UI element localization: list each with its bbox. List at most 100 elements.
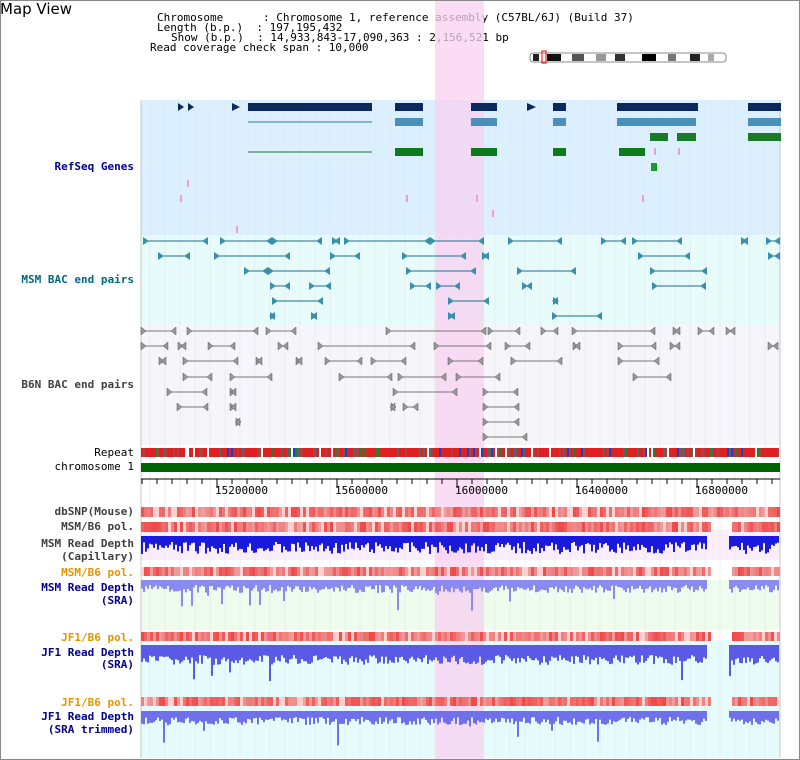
read-depth-bar	[451, 580, 453, 588]
read-depth-bar	[649, 580, 651, 587]
polymorphism-cell	[555, 697, 558, 706]
read-depth-bar	[317, 645, 319, 661]
read-depth-bar	[277, 536, 279, 544]
bac-end-marker	[389, 402, 396, 412]
polymorphism-cell	[429, 567, 432, 576]
read-depth-bar	[279, 711, 281, 718]
polymorphism-cell	[252, 697, 255, 706]
polymorphism-cell	[774, 632, 777, 641]
msm-b6-pol-label-1[interactable]: MSM/B6 pol.	[61, 520, 134, 533]
polymorphism-cell	[213, 697, 216, 706]
dbsnp-label[interactable]: dbSNP(Mouse)	[54, 505, 134, 518]
refseq-genes-label[interactable]: RefSeq Genes	[54, 160, 134, 173]
read-depth-bar	[239, 536, 241, 549]
read-depth-bar	[205, 711, 207, 722]
msm-depth-cap-label[interactable]: MSM Read Depth	[41, 537, 134, 550]
read-depth-bar	[701, 536, 703, 549]
bac-end-marker	[552, 297, 558, 305]
b6n-bac-label[interactable]: B6N BAC end pairs	[21, 378, 134, 391]
read-depth-bar	[577, 711, 579, 722]
repeat-segment	[611, 448, 613, 457]
repeat-segment	[395, 448, 397, 457]
polymorphism-cell	[444, 697, 447, 706]
polymorphism-cell	[150, 567, 153, 576]
polymorphism-cell	[249, 522, 252, 532]
polymorphism-cell	[564, 507, 567, 517]
read-depth-bar	[441, 580, 443, 586]
read-depth-bar	[523, 536, 525, 543]
read-depth-bar	[337, 536, 339, 553]
read-depth-bar	[379, 580, 381, 586]
polymorphism-cell	[306, 522, 309, 532]
read-depth-bar	[493, 645, 495, 663]
repeat-segment	[683, 448, 685, 457]
read-depth-bar	[231, 536, 233, 545]
polymorphism-cell	[726, 507, 729, 517]
msm-b6-pol-label-2[interactable]: MSM/B6 pol.	[61, 566, 134, 579]
read-depth-bar	[731, 580, 733, 593]
read-depth-bar	[597, 711, 599, 742]
read-depth-bar	[633, 645, 635, 656]
polymorphism-cell	[522, 507, 525, 517]
read-depth-bar	[465, 711, 467, 724]
read-depth-bar	[243, 536, 245, 553]
read-depth-bar	[195, 580, 197, 586]
read-depth-bar	[669, 711, 671, 718]
polymorphism-cell	[552, 567, 555, 576]
read-depth-bar	[271, 711, 273, 719]
polymorphism-cell	[147, 522, 150, 532]
read-depth-bar	[371, 580, 373, 590]
polymorphism-cell	[534, 697, 537, 706]
msm-depth-sra-label[interactable]: MSM Read Depth	[41, 581, 134, 594]
read-depth-bar	[319, 536, 321, 546]
read-depth-bar	[631, 580, 633, 587]
read-depth-bar	[187, 580, 189, 589]
read-depth-bar	[493, 580, 495, 589]
jf1-depth-trim-label[interactable]: JF1 Read Depth	[41, 710, 134, 723]
read-depth-bar	[351, 536, 353, 549]
polymorphism-cell	[600, 632, 603, 641]
polymorphism-cell	[345, 632, 348, 641]
jf1-b6-pol-label-1[interactable]: JF1/B6 pol.	[61, 631, 134, 644]
bac-end-marker	[674, 341, 681, 351]
bac-end-marker	[513, 402, 520, 412]
read-depth-bar	[619, 536, 621, 548]
read-depth-bar	[583, 580, 585, 588]
polymorphism-cell	[360, 507, 363, 517]
polymorphism-cell	[756, 567, 759, 576]
polymorphism-cell	[309, 567, 312, 576]
polymorphism-cell	[345, 522, 348, 532]
polymorphism-cell	[558, 697, 561, 706]
jf1-b6-pol-label-2[interactable]: JF1/B6 pol.	[61, 696, 134, 709]
polymorphism-cell	[735, 567, 738, 576]
msm-depth-sra-sub: (SRA)	[100, 594, 134, 607]
polymorphism-cell	[366, 567, 369, 576]
polymorphism-cell	[486, 507, 489, 517]
polymorphism-cell	[483, 522, 486, 532]
polymorphism-cell	[189, 522, 192, 532]
read-depth-bar	[141, 645, 143, 662]
bac-end-marker	[494, 372, 501, 382]
polymorphism-cell	[207, 632, 210, 641]
read-depth-bar	[387, 536, 389, 550]
polymorphism-cell	[684, 632, 687, 641]
read-depth-bar	[427, 536, 429, 547]
polymorphism-cell	[648, 632, 651, 641]
read-depth-bar	[183, 645, 185, 661]
polymorphism-cell	[594, 522, 597, 532]
read-depth-bar	[639, 580, 641, 586]
read-depth-bar	[267, 645, 269, 657]
msm-bac-label[interactable]: MSM BAC end pairs	[21, 273, 134, 286]
polymorphism-cell	[762, 632, 765, 641]
repeat-segment	[625, 448, 627, 457]
jf1-depth-label[interactable]: JF1 Read Depth	[41, 646, 134, 659]
read-depth-bar	[751, 711, 753, 725]
read-depth-bar	[469, 536, 471, 553]
read-depth-bar	[443, 536, 445, 548]
read-depth-bar	[597, 580, 599, 588]
polymorphism-cell	[339, 632, 342, 641]
bac-end-marker	[480, 326, 487, 336]
read-depth-bar	[355, 536, 357, 543]
read-depth-bar	[641, 536, 643, 545]
